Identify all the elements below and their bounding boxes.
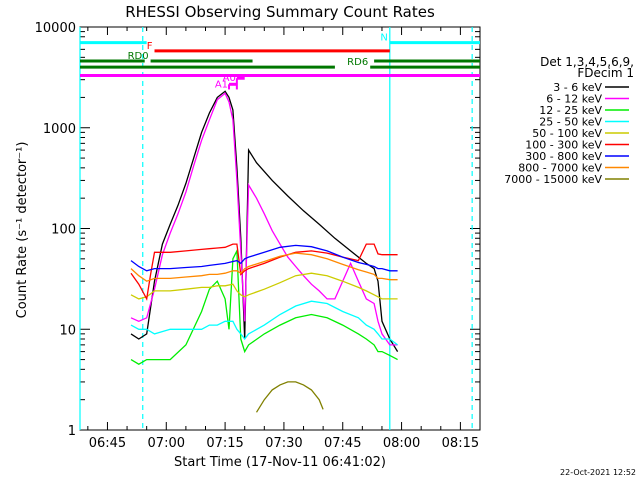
x-tick-label: 07:45 — [324, 436, 361, 451]
axis-ticks — [80, 26, 481, 431]
x-tick-label: 07:15 — [206, 436, 243, 451]
legend-entry-label: 100 - 300 keV — [525, 139, 602, 152]
series-line — [130, 244, 398, 272]
flag-bar-label: RD0 — [128, 51, 149, 62]
series-line — [130, 300, 398, 346]
series-line — [130, 272, 398, 300]
attenuator-label: A1 — [215, 79, 228, 90]
x-tick-label: 08:15 — [442, 436, 479, 451]
legend-entry-label: 300 - 800 keV — [525, 150, 602, 163]
y-tick-label: 1000 — [43, 122, 76, 137]
flag-bar-label: F — [147, 41, 153, 52]
series-line — [130, 248, 398, 365]
legend-entry-label: 50 - 100 keV — [532, 127, 602, 140]
legend-header-line-2: FDecim 1 — [577, 66, 634, 80]
x-axis-label: Start Time (17-Nov-11 06:41:02) — [174, 455, 386, 470]
x-tick-label: 08:00 — [383, 436, 420, 451]
y-axis-label: Count Rate (s⁻¹ detector⁻¹) — [15, 142, 30, 319]
y-tick-label: 10000 — [35, 21, 76, 36]
x-tick-label: 07:00 — [148, 436, 185, 451]
attenuator-label: A0 — [223, 73, 236, 84]
series-line — [130, 90, 399, 352]
chart-title: RHESSI Observing Summary Count Rates — [125, 3, 435, 21]
series-line — [255, 381, 324, 413]
legend-entry-label: 800 - 7000 keV — [518, 162, 602, 175]
legend-header-line-1: Det 1,3,4,5,6,9, — [540, 55, 634, 69]
series-line — [130, 243, 398, 301]
legend-entry-label: 12 - 25 keV — [539, 104, 602, 117]
series-line — [130, 252, 398, 282]
y-tick-labels: 1 10 100 1000 10000 — [35, 21, 76, 439]
plot-area-frame — [79, 26, 481, 431]
legend-entry-label: 25 - 50 keV — [539, 116, 602, 129]
flag-bar-label: RD6 — [347, 57, 368, 68]
flag-bar-label: N — [380, 33, 387, 44]
legend-entry-label: 6 - 12 keV — [546, 93, 602, 106]
y-tick-label: 1 — [68, 424, 76, 439]
legend-entry-label: 7000 - 15000 keV — [504, 173, 602, 186]
x-tick-labels: 06:45 07:00 07:15 07:30 07:45 08:00 08:15 — [89, 436, 479, 451]
x-tick-label: 07:30 — [265, 436, 302, 451]
x-tick-label: 06:45 — [89, 436, 126, 451]
series-lines — [130, 90, 399, 413]
legend-entry-label: 3 - 6 keV — [553, 81, 602, 94]
series-line — [130, 92, 398, 346]
y-tick-label: 100 — [51, 223, 76, 238]
footer-date: 22-Oct-2021 12:52 — [560, 468, 636, 477]
y-tick-label: 10 — [59, 323, 76, 338]
